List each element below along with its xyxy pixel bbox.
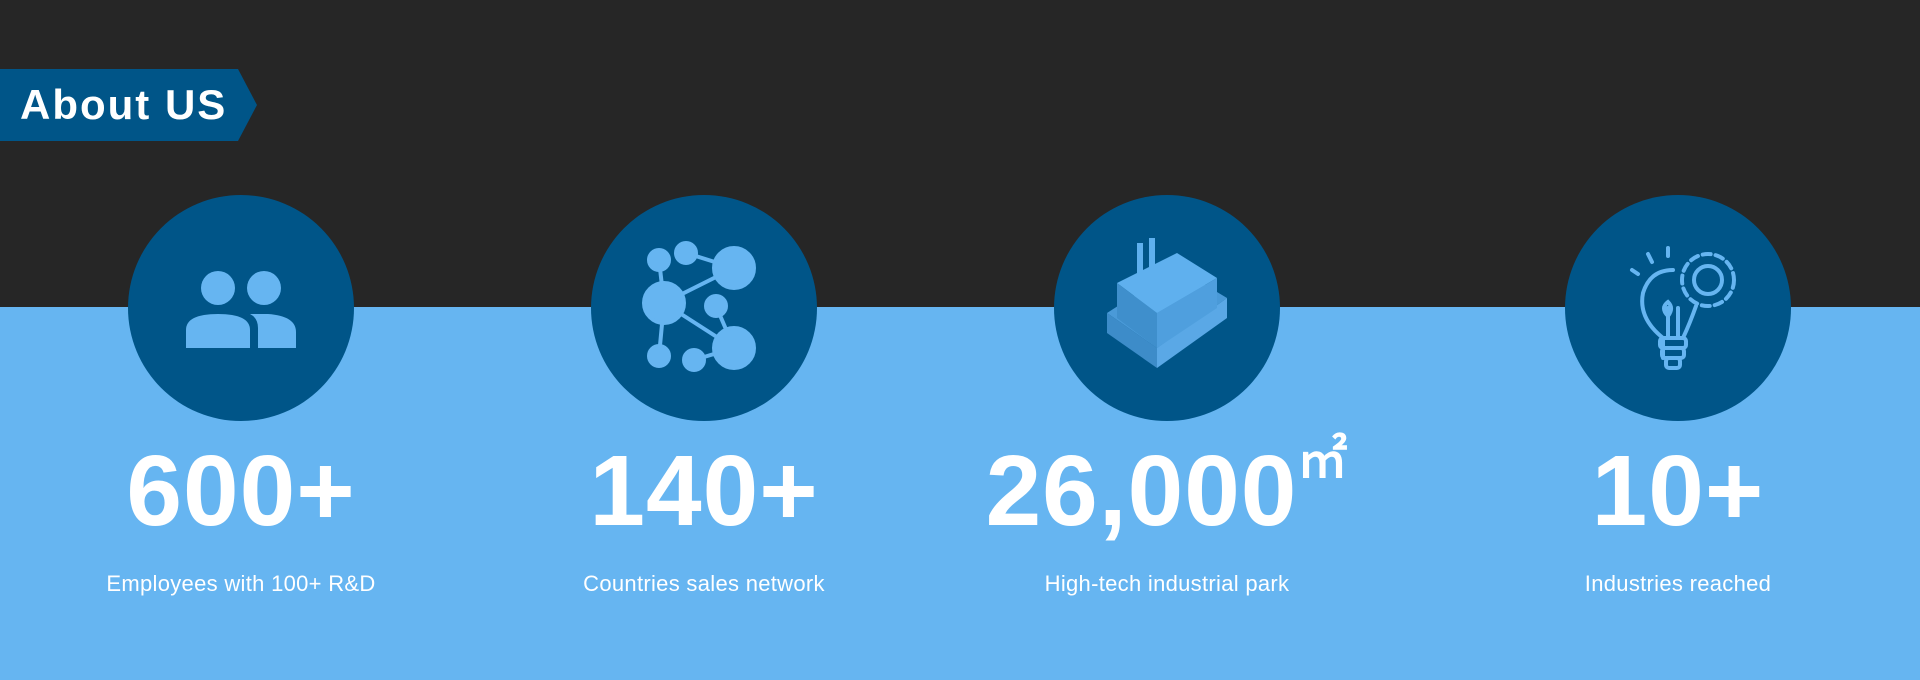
stat-countries: 140+ Countries sales network	[454, 195, 954, 597]
lightbulb-gear-icon	[1630, 246, 1736, 370]
stat-label: Countries sales network	[583, 571, 825, 596]
unit-square-meter: ㎡	[1297, 432, 1349, 488]
stat-industrial-park: 26,000㎡ High-tech industrial park	[917, 195, 1417, 597]
icon-circle	[1054, 195, 1280, 421]
stat-value: 600+	[126, 435, 356, 547]
stat-employees: 600+ Employees with 100+ R&D	[0, 195, 491, 597]
network-icon	[642, 241, 756, 372]
section-title-badge: About US	[0, 69, 257, 141]
icon-circle	[128, 195, 354, 421]
stat-value: 10+	[1591, 435, 1765, 547]
stat-label: Industries reached	[1584, 571, 1772, 596]
icon-circle	[591, 195, 817, 421]
icon-circle	[1565, 195, 1791, 421]
stat-industries: 10+ Industries reached	[1428, 195, 1920, 597]
stat-label: Employees with 100+ R&D	[106, 571, 376, 596]
stat-label: High-tech industrial park	[1044, 571, 1290, 596]
building-icon	[1107, 238, 1227, 368]
people-icon	[186, 271, 296, 348]
stat-value: 26,000㎡	[985, 432, 1349, 547]
section-title: About US	[20, 81, 228, 128]
stat-value: 140+	[589, 435, 819, 547]
